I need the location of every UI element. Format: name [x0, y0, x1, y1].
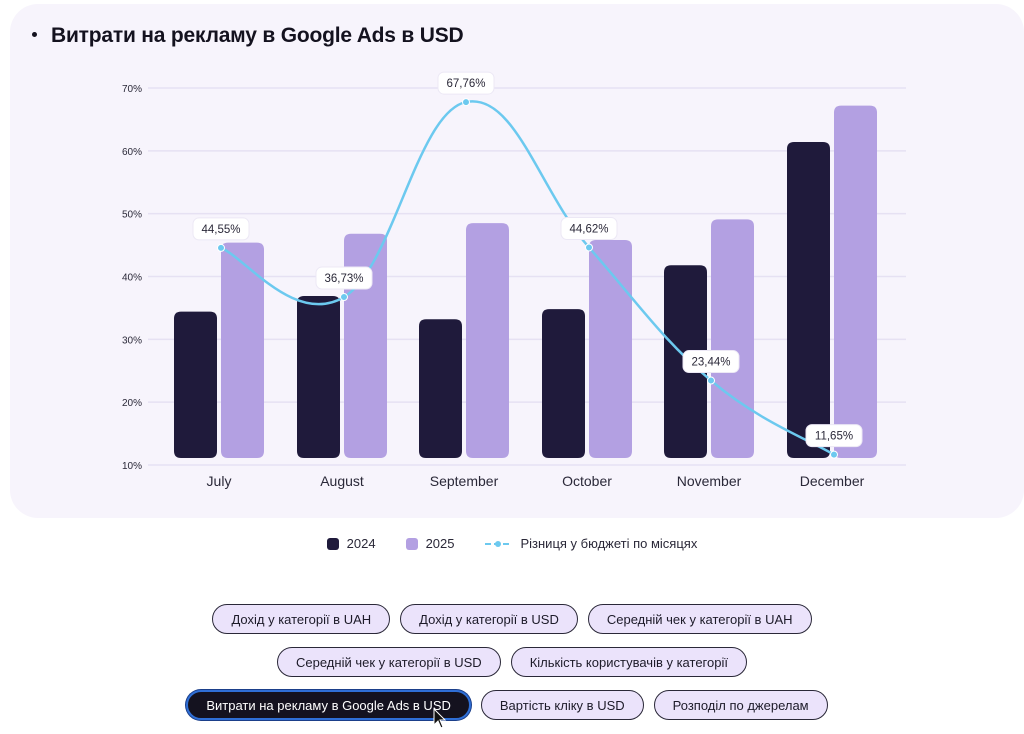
- line-point[interactable]: [585, 243, 593, 252]
- bar-2024-september[interactable]: [419, 319, 462, 458]
- chart-selector: Дохід у категорії в UAH Дохід у категорі…: [0, 604, 1024, 733]
- legend-item-2024[interactable]: 2024: [326, 536, 376, 551]
- y-tick-label: 30%: [122, 335, 142, 346]
- y-tick-label: 10%: [122, 461, 142, 472]
- data-label: 11,65%: [815, 431, 853, 443]
- data-label: 44,62%: [569, 223, 608, 235]
- button-avg-check-uah[interactable]: Середній чек у категорії в UAH: [587, 604, 812, 634]
- button-users-count[interactable]: Кількість користувачів у категорії: [510, 647, 747, 677]
- y-tick-label: 60%: [122, 147, 142, 158]
- data-label: 36,73%: [324, 273, 363, 285]
- data-label: 44,55%: [201, 224, 240, 236]
- data-label: 67,76%: [446, 78, 485, 90]
- legend: 2024 2025 Різниця у бюджеті по місяцях: [0, 536, 1024, 551]
- legend-item-difference[interactable]: Різниця у бюджеті по місяцях: [484, 536, 697, 551]
- line-point[interactable]: [217, 243, 225, 252]
- x-tick-label: December: [800, 473, 865, 489]
- data-label-box: [805, 424, 863, 448]
- button-google-ads-spend[interactable]: Витрати на рекламу в Google Ads в USD: [186, 690, 471, 720]
- chart-title: Витрати на рекламу в Google Ads в USD: [32, 24, 464, 48]
- x-tick-label: September: [430, 473, 499, 489]
- bullet-icon: [32, 31, 37, 37]
- line-point[interactable]: [830, 450, 838, 459]
- button-source-distribution[interactable]: Розподіл по джерелам: [653, 690, 828, 720]
- bar-2024-july[interactable]: [174, 311, 217, 458]
- legend-swatch-2025: [405, 537, 418, 550]
- x-tick-label: November: [677, 473, 742, 489]
- legend-label: 2025: [425, 536, 455, 551]
- line-point[interactable]: [462, 98, 470, 107]
- mouse-cursor-icon: [433, 708, 447, 729]
- bar-2025-july[interactable]: [221, 242, 264, 458]
- data-label-box: [560, 216, 618, 240]
- line-dot-legend-icon: [485, 540, 512, 547]
- y-tick-label: 40%: [122, 273, 142, 284]
- line-point[interactable]: [707, 376, 715, 385]
- bar-2025-october[interactable]: [589, 240, 632, 458]
- data-label: 23,44%: [691, 357, 730, 369]
- x-tick-label: July: [207, 473, 232, 489]
- data-label-box: [192, 217, 250, 241]
- data-label-box: [437, 71, 495, 95]
- legend-label: Різниця у бюджеті по місяцях: [520, 536, 698, 551]
- legend-item-2025[interactable]: 2025: [405, 536, 455, 551]
- bar-2025-november[interactable]: [711, 219, 754, 458]
- bar-2024-december[interactable]: [787, 142, 830, 458]
- x-tick-label: October: [562, 473, 612, 489]
- button-avg-check-usd[interactable]: Середній чек у категорії в USD: [277, 647, 501, 677]
- legend-swatch-2024: [326, 537, 339, 550]
- button-revenue-uah[interactable]: Дохід у категорії в UAH: [212, 604, 391, 634]
- chart-title-text: Витрати на рекламу в Google Ads в USD: [51, 24, 464, 47]
- bar-2024-august[interactable]: [297, 295, 340, 458]
- data-label-box: [682, 350, 740, 374]
- button-cost-per-click[interactable]: Вартість кліку в USD: [480, 690, 644, 720]
- bar-2024-october[interactable]: [542, 309, 585, 458]
- legend-label: 2024: [346, 536, 376, 551]
- bar-2025-september[interactable]: [466, 223, 509, 458]
- y-tick-label: 50%: [122, 210, 142, 221]
- button-revenue-usd[interactable]: Дохід у категорії в USD: [400, 604, 578, 634]
- chart-svg: 10% 20% 30% 40% 50% 60% 70% July August Septembe…: [122, 71, 906, 489]
- line-point[interactable]: [340, 293, 348, 302]
- y-tick-label: 20%: [122, 398, 142, 409]
- data-label-box: [315, 266, 373, 290]
- y-tick-label: 70%: [122, 84, 142, 95]
- x-tick-label: August: [320, 473, 364, 489]
- bar-2025-december[interactable]: [834, 105, 877, 459]
